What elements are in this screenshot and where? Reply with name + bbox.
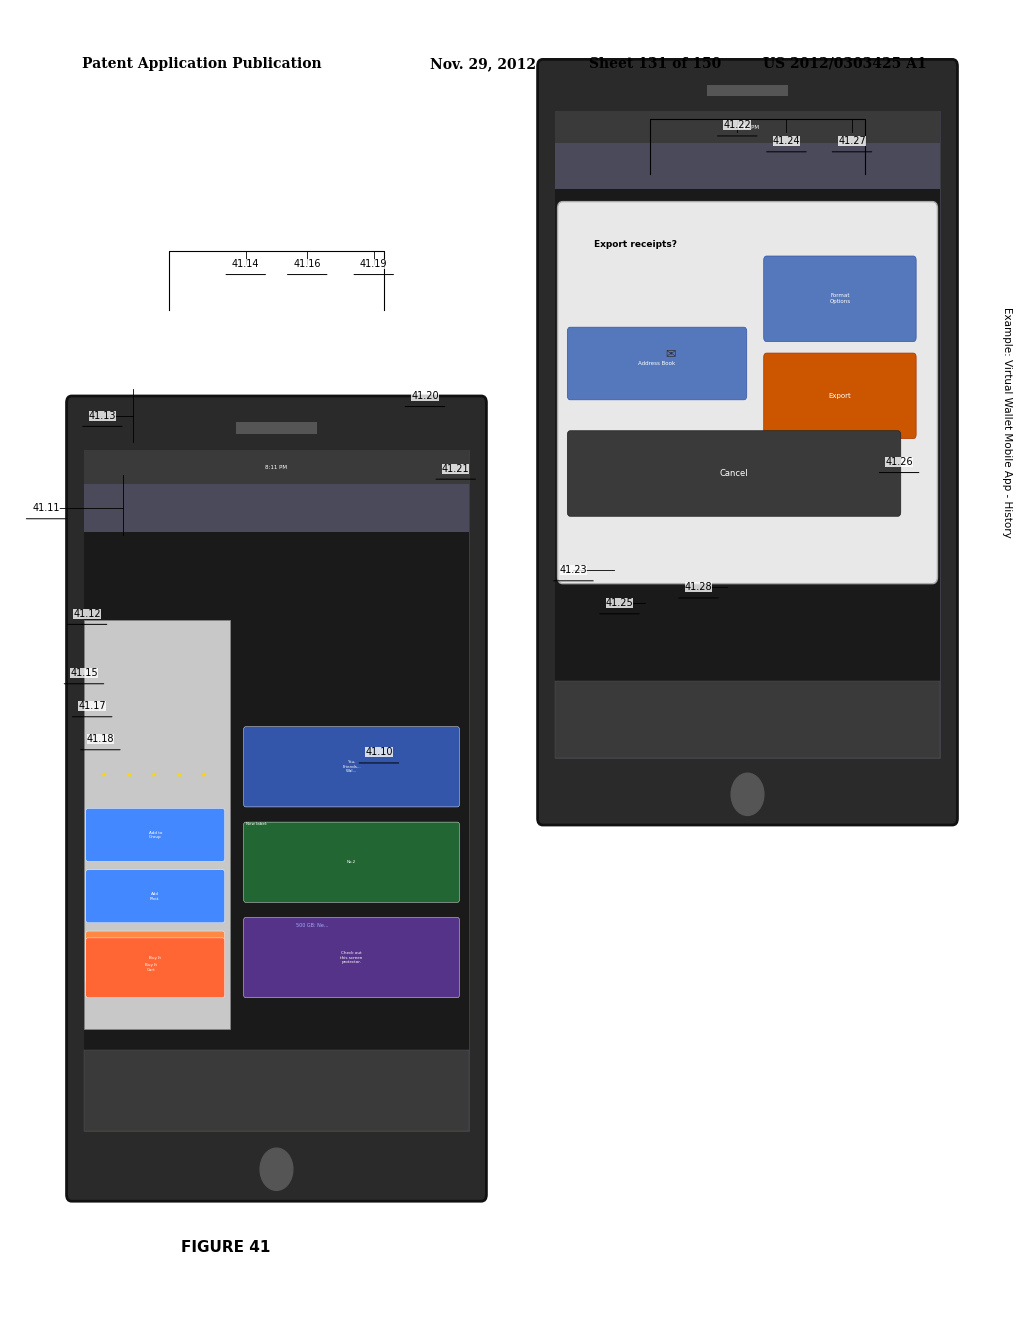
Text: Add
Phot.: Add Phot. <box>150 892 161 900</box>
Text: US 2012/0303425 A1: US 2012/0303425 A1 <box>763 57 927 71</box>
Text: FIGURE 41: FIGURE 41 <box>180 1239 270 1255</box>
Text: ★: ★ <box>201 772 207 777</box>
Text: ★: ★ <box>125 772 131 777</box>
Bar <box>84 532 469 1049</box>
Bar <box>555 111 940 144</box>
Text: 41.23: 41.23 <box>560 565 587 576</box>
Text: Sheet 131 of 150: Sheet 131 of 150 <box>589 57 721 71</box>
Bar <box>707 84 788 96</box>
Circle shape <box>731 774 764 816</box>
Text: 500 GB: Ne...: 500 GB: Ne... <box>296 923 328 928</box>
FancyBboxPatch shape <box>244 822 460 903</box>
Text: 41.11: 41.11 <box>33 503 59 513</box>
FancyBboxPatch shape <box>538 59 957 825</box>
Text: Cancel: Cancel <box>720 469 749 478</box>
FancyBboxPatch shape <box>244 917 460 998</box>
Text: 41.22: 41.22 <box>723 120 752 131</box>
FancyBboxPatch shape <box>86 870 224 923</box>
Text: ✉: ✉ <box>666 347 676 360</box>
Text: Buy It: Buy It <box>150 956 161 960</box>
FancyBboxPatch shape <box>244 727 460 807</box>
Text: 41.27: 41.27 <box>838 136 866 147</box>
Text: 41.28: 41.28 <box>685 582 712 593</box>
Bar <box>84 620 230 1030</box>
Circle shape <box>260 1148 293 1191</box>
Text: 41.26: 41.26 <box>886 457 912 467</box>
FancyBboxPatch shape <box>86 808 224 862</box>
FancyBboxPatch shape <box>558 202 937 583</box>
Bar <box>555 189 940 681</box>
Text: 41.17: 41.17 <box>79 701 105 711</box>
Text: 41.20: 41.20 <box>412 391 438 401</box>
Text: Example: Virtual Wallet Mobile App - History: Example: Virtual Wallet Mobile App - His… <box>1001 308 1012 537</box>
Bar <box>555 144 940 189</box>
Text: 41.12: 41.12 <box>74 609 100 619</box>
Text: ★: ★ <box>175 772 181 777</box>
FancyBboxPatch shape <box>567 430 901 516</box>
Text: Format
Options: Format Options <box>829 293 851 304</box>
Text: ★: ★ <box>151 772 157 777</box>
Bar <box>236 422 317 434</box>
Text: 8:11 PM: 8:11 PM <box>265 465 288 470</box>
Text: Address Book: Address Book <box>638 360 676 366</box>
Text: ★: ★ <box>100 772 106 777</box>
Bar <box>555 681 940 758</box>
Bar <box>84 450 469 1131</box>
FancyBboxPatch shape <box>86 931 224 983</box>
Text: Nov. 29, 2012: Nov. 29, 2012 <box>430 57 537 71</box>
Text: You,
Friends...
Wal...: You, Friends... Wal... <box>342 760 360 774</box>
Text: Add to
Group: Add to Group <box>148 830 162 840</box>
Text: 8:11 PM: 8:11 PM <box>736 125 759 129</box>
Text: 41.16: 41.16 <box>294 259 321 269</box>
Text: 41.18: 41.18 <box>87 734 114 744</box>
Text: 41.25: 41.25 <box>605 598 634 609</box>
FancyBboxPatch shape <box>67 396 486 1201</box>
Text: 41.19: 41.19 <box>360 259 387 269</box>
Bar <box>555 111 940 758</box>
Bar <box>84 1049 469 1131</box>
Text: 41.15: 41.15 <box>71 668 97 678</box>
FancyBboxPatch shape <box>764 256 916 342</box>
Text: Buy It
Cart: Buy It Cart <box>145 964 158 972</box>
Text: 41.21: 41.21 <box>442 463 469 474</box>
Bar <box>84 484 469 532</box>
Text: 41.10: 41.10 <box>366 747 392 758</box>
Text: Export: Export <box>828 393 851 399</box>
Text: Patent Application Publication: Patent Application Publication <box>82 57 322 71</box>
Text: No.2: No.2 <box>347 861 356 865</box>
FancyBboxPatch shape <box>86 939 224 998</box>
Bar <box>84 450 469 484</box>
Text: Export receipts?: Export receipts? <box>594 240 677 249</box>
FancyBboxPatch shape <box>764 352 916 438</box>
Text: New label:: New label: <box>246 822 267 826</box>
Text: 41.24: 41.24 <box>773 136 800 147</box>
FancyBboxPatch shape <box>567 327 746 400</box>
Text: 41.14: 41.14 <box>232 259 259 269</box>
Text: 41.13: 41.13 <box>89 411 116 421</box>
Text: Check out
this screen
protector.: Check out this screen protector. <box>340 950 362 964</box>
